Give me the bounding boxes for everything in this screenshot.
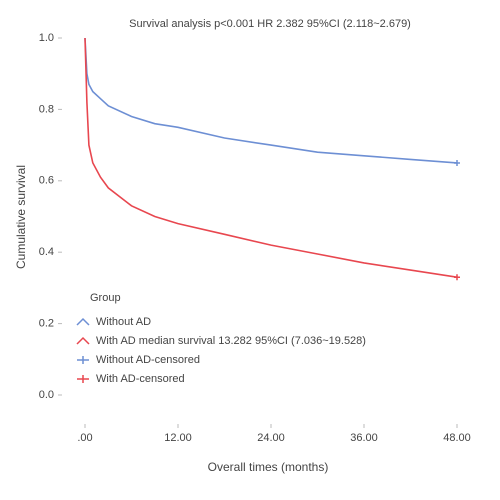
y-axis-label: Cumulative survival (14, 165, 28, 269)
x-tick-label: 36.00 (350, 432, 378, 444)
survival-line (84, 37, 458, 164)
x-tick-label: 12.00 (164, 432, 192, 444)
legend-label: With AD-censored (96, 373, 185, 385)
y-tick-label: 0.6 (39, 175, 54, 187)
y-tick-label: 0.4 (39, 246, 54, 258)
legend-swatch (77, 375, 89, 383)
legend-label: With AD median survival 13.282 95%CI (7.… (96, 335, 366, 347)
y-tick-label: 0.8 (39, 103, 54, 115)
x-tick-label: .00 (77, 432, 92, 444)
legend-title: Group (90, 292, 121, 304)
censor-mark (454, 159, 460, 166)
x-tick-label: 24.00 (257, 432, 285, 444)
censor-mark (454, 274, 460, 281)
legend-swatch (76, 317, 90, 326)
x-tick-label: 48.00 (443, 432, 471, 444)
legend-swatch (77, 356, 89, 364)
y-tick-label: 1.0 (39, 32, 54, 44)
survival-line (84, 37, 458, 278)
x-axis-label: Overall times (months) (208, 460, 329, 474)
y-tick-label: 0.2 (39, 318, 54, 330)
legend-swatch (76, 336, 90, 345)
chart-title: Survival analysis p<0.001 HR 2.382 95%CI… (129, 18, 411, 30)
legend-label: Without AD-censored (96, 354, 200, 366)
y-tick-label: 0.0 (39, 389, 54, 401)
legend: Group Without AD With AD median survival 1… (76, 292, 366, 385)
legend-label: Without AD (96, 316, 151, 328)
